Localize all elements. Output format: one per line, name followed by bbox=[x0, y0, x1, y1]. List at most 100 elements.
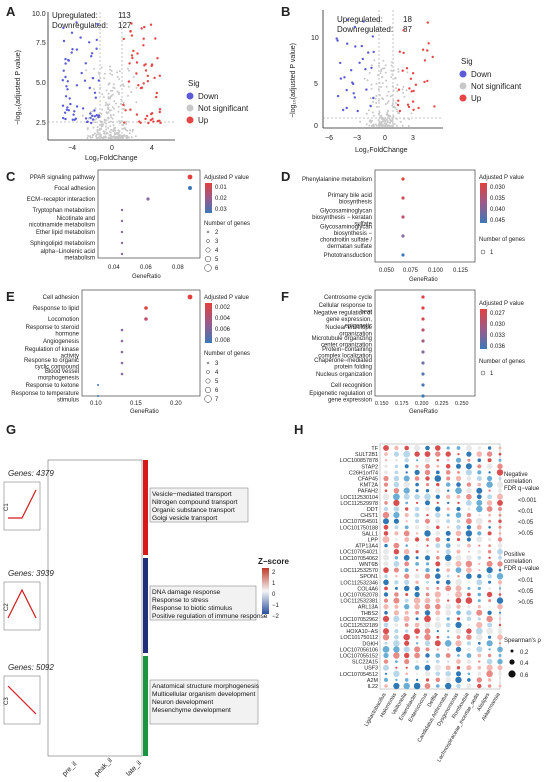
corr-dot bbox=[424, 683, 431, 689]
gene-label: WNT6B bbox=[359, 562, 378, 568]
corr-dot bbox=[475, 627, 483, 635]
corr-dot bbox=[394, 629, 399, 634]
corr-dot bbox=[486, 567, 493, 574]
svg-text:0.033: 0.033 bbox=[490, 333, 506, 339]
ns-point bbox=[379, 94, 381, 97]
corr-dot bbox=[383, 598, 389, 603]
svg-text:C3: C3 bbox=[4, 697, 10, 705]
term-dot bbox=[187, 294, 193, 300]
ns-point bbox=[93, 67, 96, 70]
corr-dot bbox=[488, 489, 491, 492]
svg-text:<0.05: <0.05 bbox=[518, 520, 534, 526]
down-point bbox=[356, 109, 359, 113]
y-tick: 7.5 bbox=[36, 40, 46, 47]
corr-dot bbox=[436, 501, 439, 504]
term-label: hormone bbox=[55, 331, 79, 337]
ns-point bbox=[95, 117, 98, 120]
ns-point bbox=[134, 135, 137, 138]
corr-dot bbox=[425, 647, 430, 652]
ns-point bbox=[384, 71, 387, 74]
ns-point bbox=[394, 76, 397, 79]
legend-down: Down bbox=[198, 92, 218, 101]
corr-dot bbox=[425, 445, 430, 451]
svg-text:>0.05: >0.05 bbox=[518, 531, 534, 537]
term-dot bbox=[188, 186, 192, 190]
svg-text:Up: Up bbox=[471, 94, 482, 103]
corr-dot bbox=[476, 621, 483, 629]
term-dot bbox=[401, 177, 405, 181]
gene-label: LOC112530104 bbox=[340, 495, 378, 501]
term-dot bbox=[421, 306, 425, 310]
term-label: Response to temperature bbox=[11, 391, 79, 397]
up-point bbox=[156, 57, 159, 60]
size-key-label: 4 bbox=[215, 370, 219, 376]
corr-dot bbox=[498, 532, 502, 535]
corr-dot bbox=[486, 591, 493, 598]
svg-text:0.02: 0.02 bbox=[215, 196, 227, 202]
corr-dot bbox=[488, 556, 491, 559]
corr-dot bbox=[425, 653, 430, 658]
corr-dot bbox=[475, 517, 483, 525]
corr-dot bbox=[466, 616, 472, 622]
volcano-points bbox=[61, 21, 162, 139]
svg-text:Upregulated:: Upregulated: bbox=[337, 15, 383, 24]
size-key bbox=[205, 247, 211, 253]
corr-dot bbox=[435, 512, 441, 518]
corr-dot bbox=[404, 678, 409, 682]
ns-point bbox=[91, 134, 94, 137]
svg-text:Number of genes: Number of genes bbox=[479, 359, 525, 365]
term-label: biosynthesis bbox=[339, 199, 372, 205]
corr-dot bbox=[436, 459, 439, 462]
term-dot bbox=[421, 383, 425, 387]
ns-point bbox=[105, 132, 108, 135]
corr-dot bbox=[456, 671, 461, 677]
corr-dot bbox=[466, 476, 472, 481]
corr-dot bbox=[466, 628, 472, 634]
corr-dot bbox=[425, 463, 430, 469]
down-point bbox=[66, 88, 69, 91]
term-label: Cell adhesion bbox=[43, 295, 79, 301]
corr-dot bbox=[393, 615, 400, 622]
svg-text:0.150: 0.150 bbox=[375, 401, 389, 407]
corr-dot bbox=[395, 678, 398, 682]
corr-dot bbox=[456, 604, 461, 609]
ns-point bbox=[132, 75, 135, 78]
corr-dot bbox=[424, 530, 431, 537]
up-point bbox=[155, 95, 158, 99]
ns-point bbox=[391, 94, 394, 97]
ns-point bbox=[125, 123, 128, 125]
corr-dot bbox=[476, 476, 482, 481]
corr-dot bbox=[414, 646, 421, 653]
svg-text:Sig: Sig bbox=[461, 57, 473, 66]
down-point bbox=[75, 84, 79, 87]
up-point bbox=[431, 55, 434, 59]
term-dot bbox=[120, 219, 124, 223]
ns-point bbox=[410, 112, 413, 115]
up-point bbox=[149, 118, 152, 122]
corr-dot bbox=[486, 481, 493, 488]
term-label: complex localization bbox=[318, 353, 372, 359]
corr-dot bbox=[466, 567, 472, 573]
corr-dot bbox=[394, 445, 399, 451]
down-point bbox=[96, 23, 99, 26]
size-key bbox=[206, 370, 210, 374]
ns-point bbox=[128, 132, 131, 135]
corr-dot bbox=[393, 597, 400, 604]
gene-label: LOC112532381 bbox=[340, 599, 378, 605]
ns-point bbox=[111, 89, 114, 92]
gene-label: LOC107056106 bbox=[340, 647, 378, 653]
down-point bbox=[369, 104, 372, 108]
corr-dot bbox=[456, 635, 461, 640]
ns-point bbox=[109, 130, 111, 133]
ns-point bbox=[110, 116, 113, 119]
corr-dot bbox=[466, 683, 472, 689]
corr-dot bbox=[487, 684, 492, 688]
corr-dot bbox=[425, 586, 430, 591]
up-point bbox=[142, 37, 145, 40]
corr-dot bbox=[414, 665, 420, 671]
gene-label: LOC112532189 bbox=[340, 623, 378, 629]
term-dot bbox=[421, 328, 425, 332]
corr-dot bbox=[383, 659, 389, 664]
ns-point bbox=[119, 84, 122, 87]
up-point bbox=[407, 105, 411, 109]
